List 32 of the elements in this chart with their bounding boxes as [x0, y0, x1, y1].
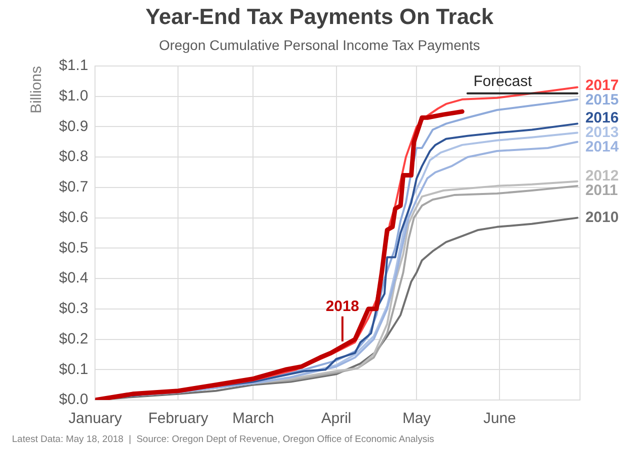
series-label: 2017: [585, 77, 619, 94]
x-tick-label: February: [148, 410, 209, 428]
series-label: 2011: [585, 182, 618, 200]
y-tick-label: $0.4: [58, 270, 88, 287]
series-label: 2018: [326, 298, 360, 316]
text: Latest Data: May 18, 2018 | Source: Oregon Dept of Revenue, Oregon Office of Economic Analysis: [12, 434, 434, 445]
chart-title: Year-End Tax Payments On Track: [145, 4, 494, 30]
y-tick-label: $0.9: [58, 118, 88, 135]
series-label: 2013: [585, 124, 619, 141]
y-tick-label: $1.1: [58, 57, 88, 74]
series-label: 2015: [585, 92, 619, 109]
series-label: Forecast: [474, 72, 533, 90]
y-tick-label: $0.2: [58, 330, 88, 348]
x-tick-label: January: [68, 410, 122, 428]
y-axis-title: Billions: [28, 66, 46, 114]
x-tick-label: March: [232, 410, 274, 428]
y-tick-label: $0.5: [58, 239, 88, 256]
series-label: 2016: [585, 109, 619, 126]
y-tick-label: $0.0: [58, 391, 88, 408]
series-label: 2012: [585, 168, 619, 185]
x-tick-label: April: [321, 410, 352, 428]
y-tick-label: $1.0: [58, 88, 88, 105]
y-tick-label: $0.6: [58, 208, 88, 226]
x-tick-label: May: [402, 410, 432, 428]
x-tick-label: June: [483, 410, 516, 428]
chart-subtitle: Oregon Cumulative Personal Income Tax Payments: [158, 36, 480, 53]
y-tick-label: $0.3: [58, 300, 88, 318]
y-tick-label: $0.7: [58, 178, 88, 196]
y-tick-label: $0.1: [58, 360, 88, 378]
y-tick-label: $0.8: [58, 148, 88, 166]
series-label: 2014: [585, 138, 620, 156]
series-label: 2010: [585, 208, 619, 226]
